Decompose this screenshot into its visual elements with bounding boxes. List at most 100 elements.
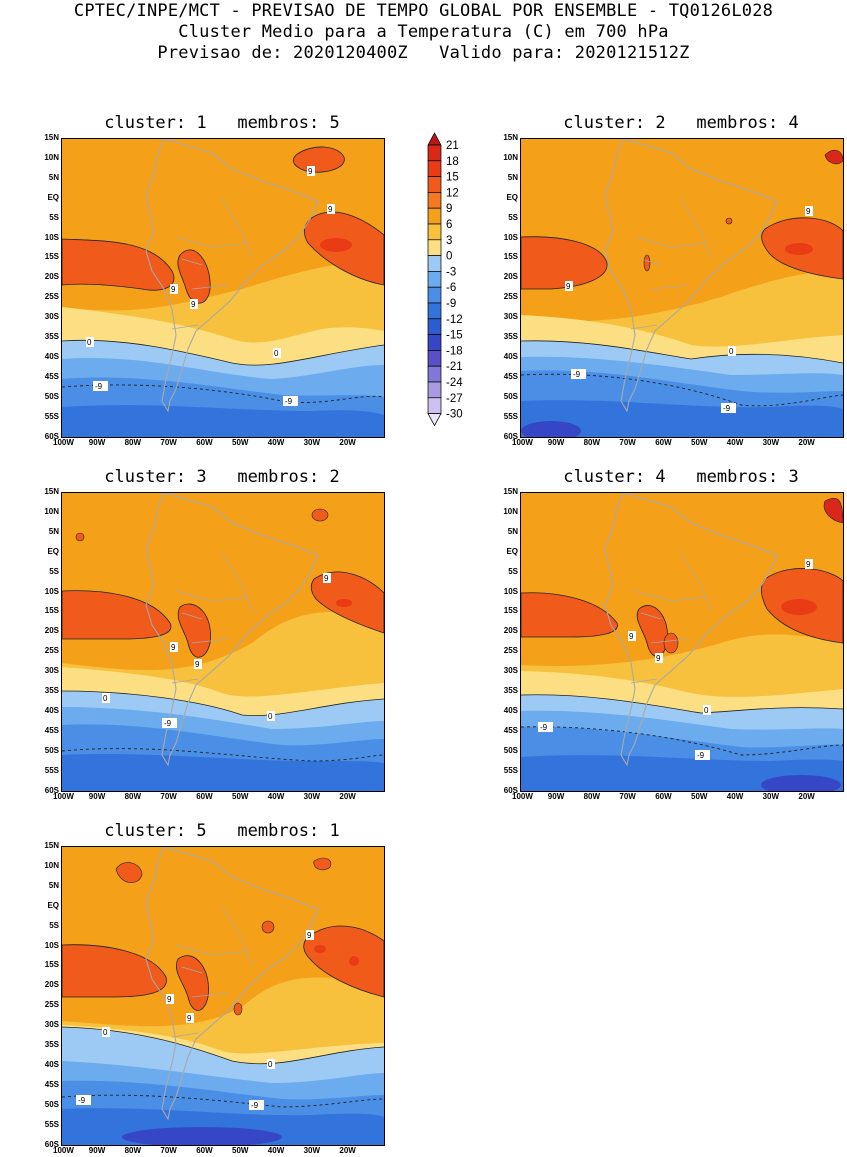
- panel-title-4: cluster: 4 membros: 3: [563, 467, 799, 487]
- lon-tick-label: 60W: [655, 792, 672, 801]
- colorbar-swatch: [427, 132, 442, 146]
- svg-text:9: 9: [171, 285, 176, 294]
- svg-text:0: 0: [103, 1028, 108, 1037]
- svg-text:0: 0: [103, 694, 108, 703]
- svg-text:-9: -9: [723, 404, 731, 413]
- lat-tick-label: 30S: [44, 312, 59, 322]
- lon-tick-label: 100W: [53, 438, 74, 447]
- lat-tick-label: 60S: [44, 1139, 59, 1149]
- lat-tick-label: 10N: [44, 506, 59, 516]
- contour-label: 9 9 9 9 0 0 -9 -9: [86, 166, 335, 406]
- colorbar-label: -3: [446, 266, 456, 278]
- lon-tick-label: 100W: [512, 792, 533, 801]
- lat-tick-label: 5N: [48, 526, 59, 536]
- lon-tick-label: 70W: [160, 438, 177, 447]
- colorbar-swatch: [427, 192, 442, 209]
- lat-tick-label: 10N: [503, 152, 518, 162]
- lon-tick-label: 90W: [547, 438, 565, 447]
- lat-tick-label: EQ: [47, 546, 59, 556]
- panel-title-2: cluster: 2 membros: 4: [563, 113, 799, 133]
- lon-tick-label: 90W: [88, 792, 106, 801]
- lat-tick-label: 5N: [507, 526, 518, 536]
- lat-tick-label: 55S: [503, 411, 518, 421]
- lon-tick-label: 30W: [303, 792, 321, 801]
- lat-tick-label: 50S: [503, 745, 518, 755]
- svg-text:9: 9: [566, 282, 571, 291]
- figure-title-line3: Previsao de: 2020120400Z Valido para: 20…: [157, 43, 690, 63]
- svg-text:-9: -9: [164, 719, 172, 728]
- lat-tick-label: 20S: [503, 272, 518, 282]
- lat-tick-label: 10S: [503, 232, 518, 242]
- lon-tick-label: 20W: [339, 438, 356, 447]
- lat-tick-label: 55S: [44, 1119, 59, 1129]
- lon-tick-label: 40W: [726, 438, 744, 447]
- colorbar-label: -27: [446, 393, 463, 405]
- colorbar-swatch: [427, 334, 442, 351]
- lon-tick-label: 30W: [303, 1146, 321, 1155]
- colorbar-swatch: [427, 144, 442, 162]
- lat-tick-label: 40S: [503, 351, 518, 361]
- lat-tick-label: 5S: [49, 212, 59, 222]
- colorbar-label: -6: [446, 282, 456, 294]
- svg-text:0: 0: [274, 349, 279, 358]
- lon-tick-label: 100W: [512, 438, 533, 447]
- map-panel-4: 9 9 9 0 -9 -9: [520, 492, 844, 792]
- lat-tick-label: 35S: [44, 1040, 59, 1049]
- figure-title-line1: CPTEC/INPE/MCT - PREVISAO DE TEMPO GLOBA…: [73, 1, 774, 21]
- colorbar-swatch: [427, 381, 442, 399]
- lat-tick-label: EQ: [47, 900, 59, 910]
- lon-tick-label: 70W: [160, 1146, 177, 1155]
- svg-text:0: 0: [729, 347, 734, 356]
- svg-text:9: 9: [308, 167, 313, 176]
- map-panel-3: 9 9 9 0 0 -9: [61, 492, 385, 792]
- lat-tick-label: 5N: [507, 172, 518, 182]
- lat-tick-label: 35S: [503, 332, 518, 341]
- lon-tick-label: 20W: [339, 1146, 356, 1155]
- colorbar-swatch: [427, 223, 442, 241]
- lon-tick-label: 60W: [655, 438, 672, 447]
- lon-tick-label: 100W: [53, 792, 74, 801]
- lat-tick-label: 25S: [44, 1000, 59, 1010]
- lon-tick-label: 30W: [762, 792, 780, 801]
- lon-tick-label: 40W: [726, 792, 744, 801]
- colorbar-swatch: [427, 239, 442, 256]
- lon-tick-label: 50W: [232, 792, 249, 801]
- lat-tick-label: 15S: [503, 606, 518, 616]
- map-panel-2: 9 9 0 -9 -9: [520, 138, 844, 438]
- lat-tick-label: 10S: [44, 232, 59, 242]
- lat-tick-label: 15N: [503, 487, 518, 496]
- colorbar-swatch: [427, 176, 442, 193]
- svg-text:9: 9: [191, 300, 196, 309]
- lat-tick-label: 60S: [44, 785, 59, 795]
- lon-tick-label: 60W: [196, 1146, 213, 1155]
- lat-tick-label: 25S: [44, 646, 59, 656]
- colorbar-swatch: [427, 207, 442, 225]
- lat-tick-label: 15S: [503, 252, 518, 262]
- contour-label: 9 9 9 0 0 -9: [102, 573, 331, 728]
- lat-tick-label: 20S: [44, 626, 59, 636]
- svg-text:9: 9: [167, 995, 172, 1004]
- lon-tick-label: 50W: [232, 438, 249, 447]
- svg-text:9: 9: [806, 560, 811, 569]
- svg-text:0: 0: [268, 712, 273, 721]
- contour-label: 9 9 9 0 -9 -9: [538, 559, 813, 760]
- lon-tick-label: 20W: [798, 792, 815, 801]
- lat-tick-label: 55S: [44, 765, 59, 775]
- lat-tick-label: 40S: [503, 705, 518, 715]
- colorbar-swatch: [427, 413, 442, 427]
- lat-tick-label: 30S: [44, 666, 59, 676]
- lat-tick-label: 25S: [44, 292, 59, 302]
- svg-text:-9: -9: [697, 751, 705, 760]
- lon-tick-label: 80W: [124, 1146, 142, 1155]
- lon-tick-label: 40W: [267, 792, 285, 801]
- colorbar-swatch: [427, 160, 442, 177]
- lat-tick-label: 5S: [49, 566, 59, 576]
- lon-tick-label: 60W: [196, 438, 213, 447]
- colorbar-label: 12: [446, 187, 459, 199]
- lat-tick-label: 10N: [503, 506, 518, 516]
- svg-text:9: 9: [629, 632, 634, 641]
- lon-tick-label: 60W: [196, 792, 213, 801]
- panel-title-5: cluster: 5 membros: 1: [104, 821, 340, 841]
- colorbar-label: -24: [446, 377, 463, 389]
- svg-text:-9: -9: [78, 1096, 86, 1105]
